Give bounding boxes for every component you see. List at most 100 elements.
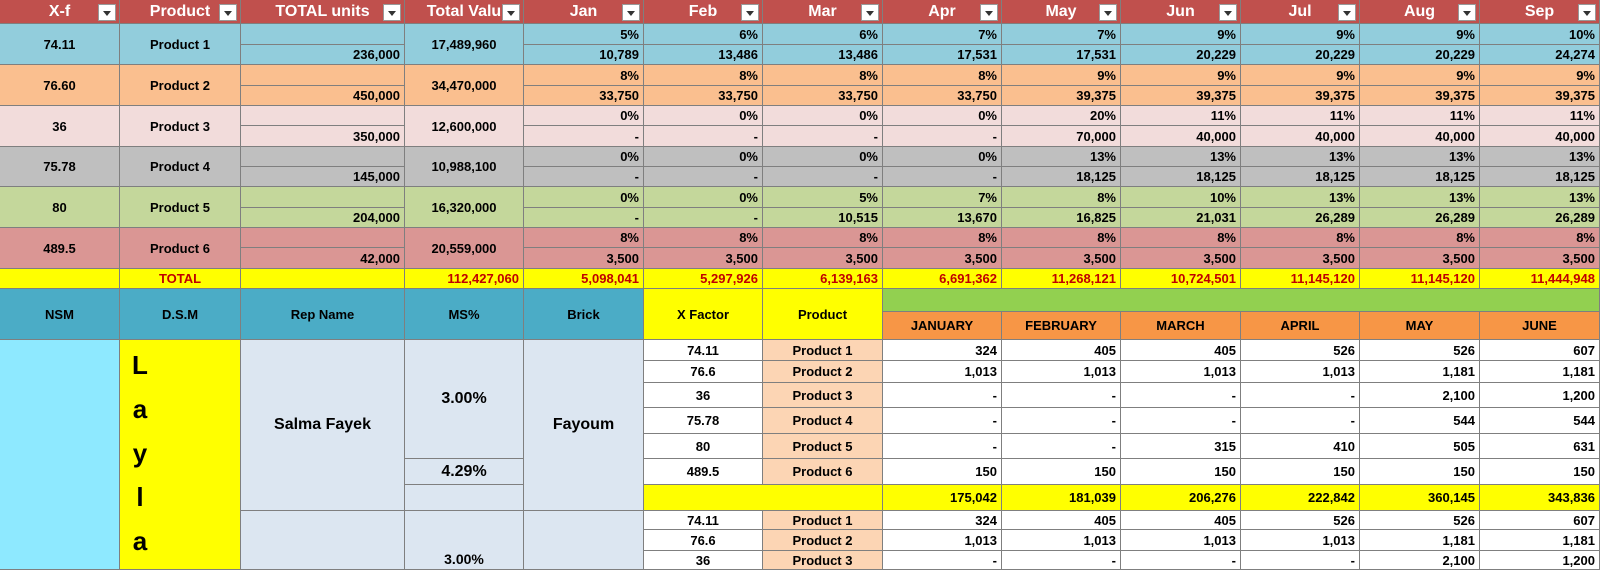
product-name: Product 3 — [763, 383, 883, 408]
filter-button[interactable] — [1219, 4, 1237, 21]
month-quantity: - — [644, 126, 763, 147]
month-percent: 8% — [1002, 228, 1121, 248]
month-quantity: - — [763, 126, 883, 147]
x-factor: 489.5 — [0, 228, 120, 269]
month-quantity: 3,500 — [1002, 248, 1121, 269]
month-quantity: 20,229 — [1121, 45, 1241, 65]
filter-button[interactable] — [98, 4, 116, 21]
product-name: Product 4 — [763, 408, 883, 434]
month-value: 607 — [1480, 511, 1600, 530]
total-units: 42,000 — [241, 248, 405, 269]
filter-button[interactable] — [502, 4, 520, 21]
month-total: 6,139,163 — [763, 269, 883, 289]
month-total: 6,691,362 — [883, 269, 1002, 289]
column-header: TOTAL units — [241, 0, 405, 24]
month-value: 1,013 — [1241, 361, 1360, 383]
month-percent: 8% — [763, 65, 883, 86]
month-value: 1,013 — [883, 530, 1002, 551]
month-percent: 0% — [883, 106, 1002, 126]
month-percent: 10% — [1121, 187, 1241, 208]
month-quantity: 17,531 — [1002, 45, 1121, 65]
month-value: 150 — [1002, 459, 1121, 485]
month-value: 405 — [1002, 340, 1121, 361]
month-value: 150 — [1121, 459, 1241, 485]
product-name: Product 3 — [120, 106, 241, 147]
filter-button[interactable] — [980, 4, 998, 21]
month-total: 343,836 — [1480, 485, 1600, 511]
total-value: 10,988,100 — [405, 147, 524, 187]
month-quantity: - — [644, 208, 763, 228]
month-total: 5,297,926 — [644, 269, 763, 289]
month-quantity: 39,375 — [1360, 86, 1480, 106]
month-quantity: - — [524, 126, 644, 147]
month-percent: 13% — [1360, 187, 1480, 208]
x-factor: 76.60 — [0, 65, 120, 106]
column-header: Feb — [644, 0, 763, 24]
total-units: 204,000 — [241, 208, 405, 228]
product-name: Product 1 — [763, 511, 883, 530]
market-share: 3.00% — [405, 511, 524, 570]
column-header: Sep — [1480, 0, 1600, 24]
total-value: 12,600,000 — [405, 106, 524, 147]
month-percent: 8% — [1480, 228, 1600, 248]
month-percent: 9% — [1121, 65, 1241, 86]
month-percent: 0% — [763, 147, 883, 167]
month-quantity: 17,531 — [883, 45, 1002, 65]
total-value: 112,427,060 — [405, 269, 524, 289]
column-header: Total Valu — [405, 0, 524, 24]
month-quantity: 26,289 — [1241, 208, 1360, 228]
month-percent: 13% — [1002, 147, 1121, 167]
month-value: 150 — [1241, 459, 1360, 485]
column-header: D.S.M — [120, 289, 241, 340]
filter-button[interactable] — [741, 4, 759, 21]
month-value: - — [883, 434, 1002, 459]
filter-button[interactable] — [1338, 4, 1356, 21]
filter-button[interactable] — [1458, 4, 1476, 21]
filter-button[interactable] — [1578, 4, 1596, 21]
filter-button[interactable] — [1099, 4, 1117, 21]
column-header: Rep Name — [241, 289, 405, 340]
month-value: - — [1241, 383, 1360, 408]
month-percent: 0% — [644, 147, 763, 167]
month-percent: 9% — [1480, 65, 1600, 86]
month-quantity: 3,500 — [644, 248, 763, 269]
month-value: 150 — [1360, 459, 1480, 485]
month-value: - — [1002, 434, 1121, 459]
month-quantity: 3,500 — [763, 248, 883, 269]
month-value: 405 — [1002, 511, 1121, 530]
filter-button[interactable] — [383, 4, 401, 21]
month-quantity: 18,125 — [1241, 167, 1360, 187]
month-total: 360,145 — [1360, 485, 1480, 511]
month-value: - — [883, 383, 1002, 408]
column-header: Aug — [1360, 0, 1480, 24]
month-total: 11,268,121 — [1002, 269, 1121, 289]
month-quantity: 10,789 — [524, 45, 644, 65]
month-percent: 13% — [1480, 187, 1600, 208]
month-percent: 13% — [1480, 147, 1600, 167]
filter-button[interactable] — [622, 4, 640, 21]
filter-button[interactable] — [861, 4, 879, 21]
month-quantity: 40,000 — [1360, 126, 1480, 147]
product-name: Product 5 — [120, 187, 241, 228]
month-quantity: - — [644, 167, 763, 187]
month-quantity: 33,750 — [763, 86, 883, 106]
month-quantity: 26,289 — [1480, 208, 1600, 228]
product-name: Product 2 — [763, 530, 883, 551]
month-value: 324 — [883, 511, 1002, 530]
month-value: - — [1121, 408, 1241, 434]
month-total: 181,039 — [1002, 485, 1121, 511]
cell — [241, 269, 405, 289]
month-value: 2,100 — [1360, 551, 1480, 570]
month-value: - — [1241, 408, 1360, 434]
month-percent: 6% — [644, 24, 763, 45]
month-quantity: 3,500 — [883, 248, 1002, 269]
month-quantity: 40,000 — [1121, 126, 1241, 147]
month-value: 1,013 — [1241, 530, 1360, 551]
month-quantity: - — [883, 126, 1002, 147]
month-percent: 13% — [1360, 147, 1480, 167]
cell — [0, 269, 120, 289]
filter-button[interactable] — [219, 4, 237, 21]
month-value: 526 — [1360, 340, 1480, 361]
month-quantity: 33,750 — [524, 86, 644, 106]
month-quantity: 13,670 — [883, 208, 1002, 228]
